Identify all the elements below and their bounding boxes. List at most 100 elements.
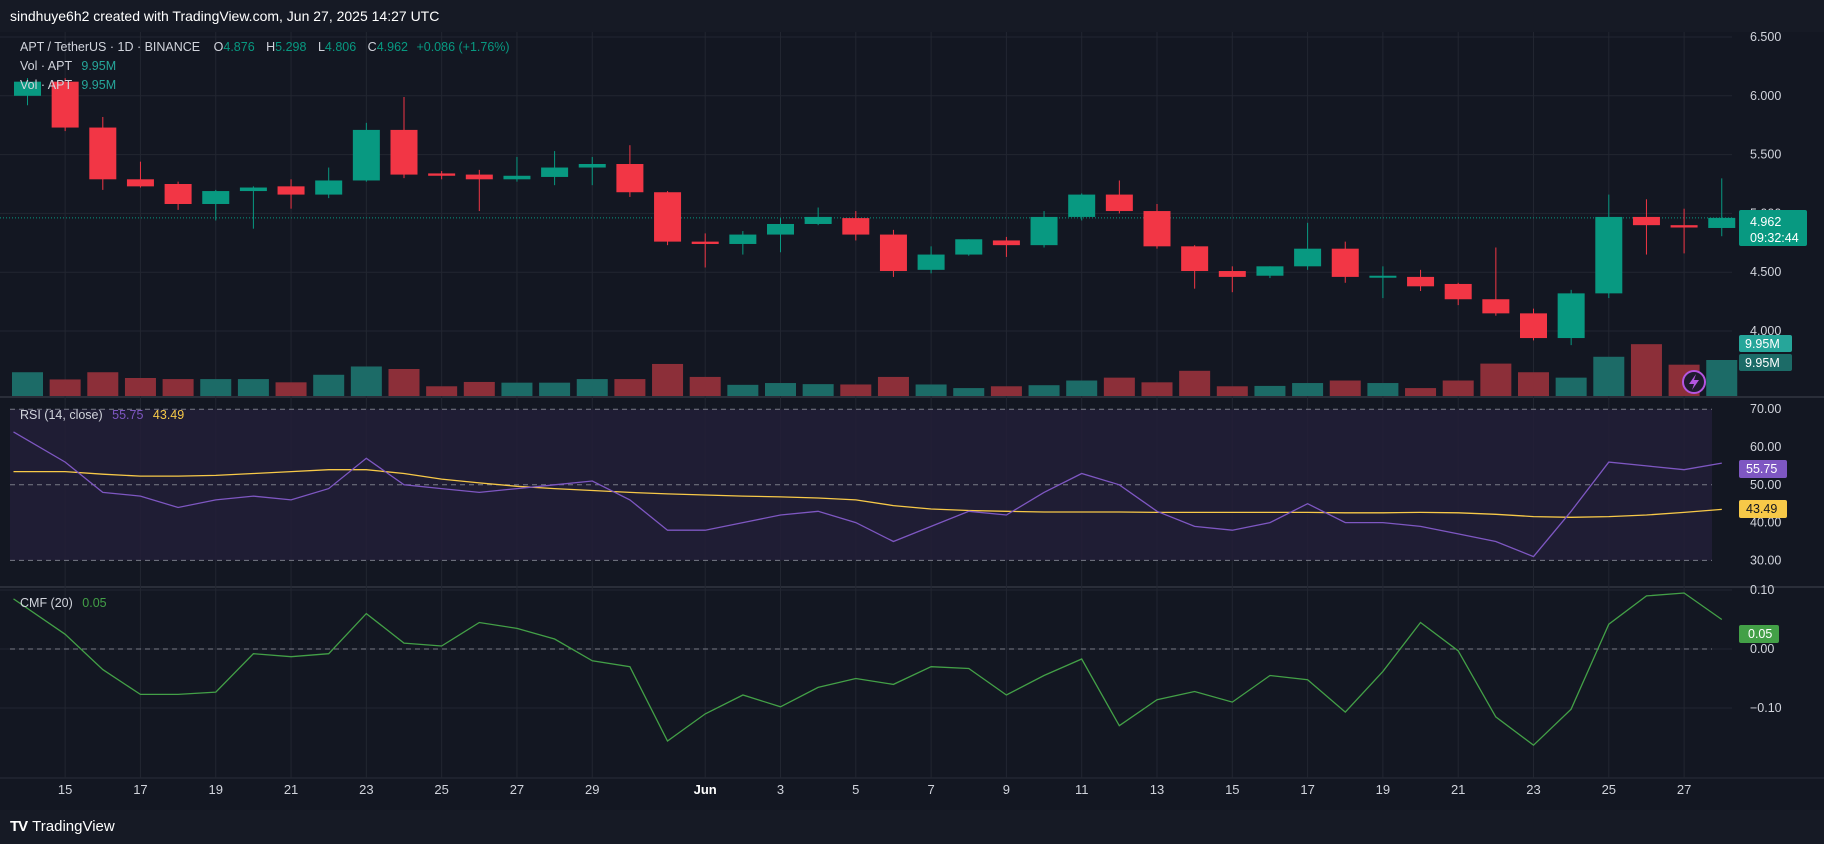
low-label: L	[318, 40, 325, 54]
x-axis-tick: 13	[1150, 782, 1164, 797]
candle-body	[767, 223, 794, 235]
candle-body	[1482, 299, 1510, 314]
candle-body	[578, 164, 606, 168]
x-axis-tick: 21	[284, 782, 298, 797]
candle-body	[1218, 271, 1246, 277]
candle-body	[1369, 275, 1397, 278]
x-axis-tick: Jun	[694, 782, 717, 797]
close-value: 4.962	[377, 40, 408, 54]
volume-1-name: Vol · APT	[20, 59, 72, 73]
candle-body	[1256, 266, 1284, 276]
volume-label-2: Vol · APT 9.95M	[20, 78, 116, 92]
volume-bar	[1630, 344, 1662, 396]
cmf-axis-tick: 0.00	[1750, 642, 1774, 656]
candle-body	[1708, 217, 1736, 228]
candle-body	[1105, 194, 1133, 212]
candle-body	[1557, 293, 1585, 339]
candle-body	[691, 241, 719, 244]
symbol-name: APT / TetherUS · 1D · BINANCE	[20, 40, 200, 54]
volume-bar	[1706, 360, 1738, 396]
price-axis-tick: 6.000	[1750, 89, 1781, 103]
tradingview-wordmark: TradingView	[32, 818, 115, 835]
change-value: +0.086 (+1.76%)	[416, 40, 509, 54]
candle-body	[804, 216, 832, 224]
volume-bar	[802, 384, 834, 396]
candle-body	[503, 175, 531, 180]
volume-bar	[87, 372, 119, 396]
rsi-badge-bg	[1739, 460, 1787, 478]
candle-body	[1444, 283, 1472, 300]
candle-body	[51, 81, 79, 128]
price-axis-tick: 4.500	[1750, 265, 1781, 279]
candle-body	[202, 191, 230, 204]
volume-bar	[1179, 370, 1211, 396]
candle-body	[390, 129, 418, 175]
cmf-badge-value: 0.05	[1748, 627, 1772, 641]
chart-panel[interactable]: 6.5006.0005.5005.0004.5004.00070.0060.00…	[0, 30, 1824, 810]
volume-bar	[501, 382, 533, 396]
rsi-line	[13, 431, 1722, 558]
rsi-axis-tick: 60.00	[1750, 440, 1781, 454]
volume-bar	[1367, 383, 1399, 396]
x-axis-tick: 29	[585, 782, 599, 797]
candle-body	[428, 173, 456, 176]
volume-bar	[1329, 380, 1361, 396]
x-axis-tick: 19	[209, 782, 223, 797]
volume-bar	[840, 384, 872, 396]
candle-body	[1670, 225, 1698, 228]
volume-bar	[1555, 377, 1587, 396]
volume-label-1: Vol · APT 9.95M	[20, 59, 116, 73]
candle-body	[1595, 216, 1623, 294]
volume-bar	[727, 384, 759, 396]
cmf-badge-bg	[1739, 625, 1779, 643]
volume-1-value: 9.95M	[81, 59, 116, 73]
rsi-axis-tick: 70.00	[1750, 402, 1781, 416]
volume-bar	[990, 386, 1022, 396]
x-axis-tick: 19	[1376, 782, 1390, 797]
x-axis-tick: 21	[1451, 782, 1465, 797]
candle-body	[842, 218, 870, 235]
price-countdown: 09:32:44	[1750, 231, 1799, 245]
volume-bar	[237, 379, 269, 396]
cmf-pane	[10, 592, 1723, 747]
legend: APT / TetherUS · 1D · BINANCE O4.876 H5.…	[20, 40, 510, 610]
volume-bar	[915, 384, 947, 396]
price-badges: 4.962 09:32:44 9.95M 9.95M 55.75 43.49 0…	[1739, 210, 1807, 643]
candle-body	[654, 192, 682, 242]
candle-body	[89, 127, 117, 180]
cmf-line	[13, 592, 1723, 747]
x-axis-tick: 23	[1526, 782, 1540, 797]
cmf-legend: CMF (20) 0.05	[20, 596, 107, 610]
candle-body	[1143, 211, 1171, 247]
volume-2-name: Vol · APT	[20, 78, 72, 92]
volume-badge-1-bg	[1739, 335, 1792, 352]
candle-body	[955, 239, 983, 255]
symbol-label: APT / TetherUS · 1D · BINANCE O4.876 H5.…	[20, 40, 510, 54]
candle-body	[164, 184, 192, 204]
volume-bar	[539, 382, 571, 396]
candle-body	[1294, 248, 1322, 267]
tradingview-logo[interactable]: TV TradingView	[10, 818, 115, 835]
volume-badge-1-value: 9.95M	[1745, 337, 1780, 351]
lightning-icon[interactable]	[1682, 370, 1706, 394]
x-axis-tick: 27	[1677, 782, 1691, 797]
rsi-axis-tick: 30.00	[1750, 553, 1781, 567]
volume-bar	[49, 379, 81, 396]
candle-body	[277, 186, 305, 195]
price-axis-tick: 5.500	[1750, 148, 1781, 162]
chart-canvas[interactable]: 6.5006.0005.5005.0004.5004.00070.0060.00…	[0, 30, 1824, 810]
cmf-legend-value: 0.05	[82, 596, 106, 610]
rsi-ma-badge-bg	[1739, 500, 1787, 518]
volume-bar	[1480, 363, 1512, 396]
volume-bar	[953, 388, 985, 396]
candle-body	[541, 167, 569, 177]
x-axis-tick: 11	[1075, 782, 1089, 797]
rsi-ma-badge-value: 43.49	[1746, 502, 1777, 516]
x-axis-tick: 27	[510, 782, 524, 797]
candle-body	[126, 179, 154, 187]
attribution-bar: sindhuye6h2 created with TradingView.com…	[0, 0, 1824, 32]
volume-bar	[1103, 377, 1135, 396]
high-value: 5.298	[275, 40, 306, 54]
volume-bar	[1442, 380, 1474, 396]
